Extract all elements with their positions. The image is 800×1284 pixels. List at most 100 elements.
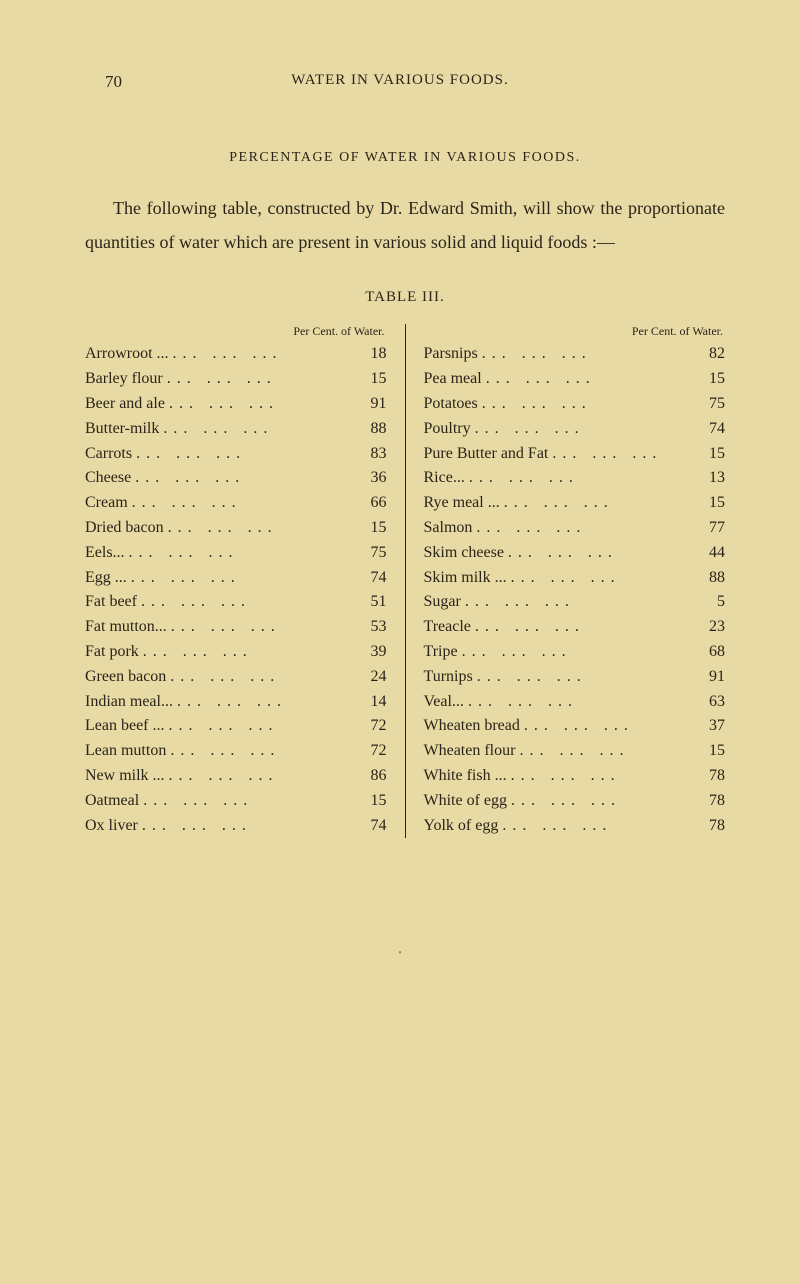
leader-dots: ... ... ... [165,714,359,739]
food-value: 44 [697,541,725,566]
leader-dots: ... ... ... [471,615,697,640]
leader-dots: ... ... ... [137,590,359,615]
food-name: Eels... [85,541,125,566]
food-value: 82 [697,342,725,367]
leader-dots: ... ... ... [164,516,359,541]
leader-dots: ... ... ... [465,466,697,491]
table-row: Barley flour... ... ...15 [85,367,387,392]
food-value: 77 [697,516,725,541]
table-row: Fat beef... ... ...51 [85,590,387,615]
table-row: Indian meal...... ... ...14 [85,690,387,715]
table-row: Arrowroot ...... ... ...18 [85,342,387,367]
right-column: Per Cent. of Water. Parsnips... ... ...8… [406,324,726,838]
table-row: White fish ...... ... ...78 [424,764,726,789]
food-name: Indian meal... [85,690,173,715]
food-name: Yolk of egg [424,814,499,839]
leader-dots: ... ... ... [471,417,697,442]
food-value: 78 [697,789,725,814]
food-name: Sugar [424,590,461,615]
table-row: Sugar... ... ...5 [424,590,726,615]
leader-dots: ... ... ... [125,541,359,566]
leader-dots: ... ... ... [159,417,358,442]
food-name: Cheese [85,466,131,491]
table-row: Salmon... ... ...77 [424,516,726,541]
food-name: Arrowroot ... [85,342,169,367]
food-name: Fat mutton... [85,615,167,640]
table-row: Cheese... ... ...36 [85,466,387,491]
leader-dots: ... ... ... [500,491,697,516]
table-row: Carrots... ... ...83 [85,442,387,467]
leader-dots: ... ... ... [167,615,359,640]
table-row: Treacle... ... ...23 [424,615,726,640]
leader-dots: ... ... ... [139,640,359,665]
table-title: TABLE III. [85,289,725,306]
food-name: Wheaten bread [424,714,520,739]
food-name: Green bacon [85,665,166,690]
food-name: Ox liver [85,814,138,839]
food-name: Tripe [424,640,458,665]
table-row: Potatoes... ... ...75 [424,392,726,417]
food-value: 75 [359,541,387,566]
food-value: 53 [359,615,387,640]
table-row: Green bacon... ... ...24 [85,665,387,690]
leader-dots: ... ... ... [165,392,359,417]
food-name: Rice... [424,466,465,491]
food-value: 39 [359,640,387,665]
food-value: 72 [359,739,387,764]
food-name: Egg ... [85,566,127,591]
food-name: Veal... [424,690,464,715]
food-value: 63 [697,690,725,715]
leader-dots: ... ... ... [507,566,697,591]
table-row: Beer and ale... ... ...91 [85,392,387,417]
food-name: New milk ... [85,764,165,789]
table-row: Fat mutton...... ... ...53 [85,615,387,640]
leader-dots: ... ... ... [138,814,359,839]
leader-dots: ... ... ... [482,367,697,392]
food-value: 91 [697,665,725,690]
leader-dots: ... ... ... [166,665,358,690]
leader-dots: ... ... ... [520,714,697,739]
food-value: 15 [359,516,387,541]
food-name: Fat pork [85,640,139,665]
table-row: Lean mutton... ... ...72 [85,739,387,764]
table-row: Skim milk ...... ... ...88 [424,566,726,591]
food-value: 15 [359,367,387,392]
table-row: Rice...... ... ...13 [424,466,726,491]
table-row: Skim cheese... ... ...44 [424,541,726,566]
left-column-header: Per Cent. of Water. [85,324,387,339]
food-value: 24 [359,665,387,690]
table-row: Poultry... ... ...74 [424,417,726,442]
food-value: 74 [697,417,725,442]
table-row: Pure Butter and Fat... ... ...15 [424,442,726,467]
leader-dots: ... ... ... [478,392,697,417]
leader-dots: ... ... ... [472,516,697,541]
food-value: 18 [359,342,387,367]
table-row: White of egg... ... ...78 [424,789,726,814]
table-row: Tripe... ... ...68 [424,640,726,665]
leader-dots: ... ... ... [498,814,697,839]
table-row: Fat pork... ... ...39 [85,640,387,665]
food-name: Beer and ale [85,392,165,417]
food-value: 88 [697,566,725,591]
table-row: Wheaten flour... ... ...15 [424,739,726,764]
food-value: 13 [697,466,725,491]
food-value: 68 [697,640,725,665]
table-row: Eels...... ... ...75 [85,541,387,566]
food-value: 51 [359,590,387,615]
food-value: 14 [359,690,387,715]
food-name: Skim cheese [424,541,504,566]
food-value: 72 [359,714,387,739]
leader-dots: ... ... ... [163,367,359,392]
table-row: Pea meal... ... ...15 [424,367,726,392]
table-row: Ox liver... ... ...74 [85,814,387,839]
table-row: Cream... ... ...66 [85,491,387,516]
leader-dots: ... ... ... [139,789,358,814]
water-content-table: Per Cent. of Water. Arrowroot ...... ...… [85,324,725,838]
table-row: Dried bacon... ... ...15 [85,516,387,541]
food-name: Carrots [85,442,132,467]
food-name: Pure Butter and Fat [424,442,549,467]
food-value: 78 [697,764,725,789]
table-row: Egg ...... ... ...74 [85,566,387,591]
food-value: 75 [697,392,725,417]
food-value: 91 [359,392,387,417]
